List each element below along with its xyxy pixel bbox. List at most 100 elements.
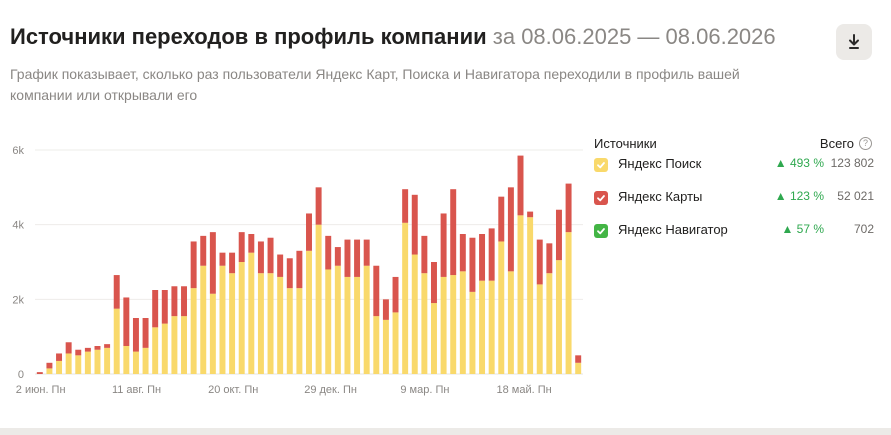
bar-segment-search [469, 291, 476, 374]
bar-segment-search [209, 293, 216, 374]
bar-segment-maps [238, 232, 245, 262]
bar-segment-search [200, 265, 207, 374]
bar-segment-search [479, 280, 486, 374]
bar-segment-maps [46, 362, 53, 369]
chart-description: График показывает, сколько раз пользоват… [10, 66, 740, 103]
bar-segment-maps [507, 187, 514, 272]
download-button[interactable] [836, 24, 872, 60]
bar-segment-maps [152, 290, 159, 328]
legend-heading: Источники [594, 136, 657, 151]
bar-segment-search [575, 362, 582, 374]
bar-segment-maps [104, 344, 111, 348]
legend-item-maps[interactable]: Яндекс Карты ▲ 123 % 52 021 [594, 189, 876, 222]
bar-segment-search [373, 316, 380, 374]
bar-segment-search [94, 349, 101, 374]
bar-segment-maps [498, 196, 505, 242]
bar-segment-search [527, 217, 534, 374]
help-icon[interactable]: ? [859, 137, 872, 150]
bar-segment-search [325, 269, 332, 374]
bar-segment-search [392, 312, 399, 374]
bar-segment-maps [267, 237, 274, 274]
date-range: за 08.06.2025 — 08.06.2026 [492, 24, 776, 49]
bar-segment-search [56, 360, 63, 374]
bar-segment-maps [450, 189, 457, 276]
bar-segment-maps [411, 194, 418, 255]
bar-segment-search [488, 280, 495, 374]
bar-segment-search [152, 327, 159, 374]
bar-segment-search [113, 308, 120, 374]
y-tick-label: 4k [12, 220, 24, 232]
legend-item-total: 52 021 [837, 189, 874, 203]
legend-item-navigator[interactable]: Яндекс Навигатор ▲ 57 % 702 [594, 222, 876, 255]
bar-segment-search [411, 254, 418, 374]
bar-segment-maps [209, 232, 216, 294]
legend-item-search[interactable]: Яндекс Поиск ▲ 493 % 123 802 [594, 156, 876, 189]
bar-segment-search [459, 271, 466, 374]
bar-segment-maps [488, 228, 495, 281]
bar-segment-maps [142, 318, 149, 348]
y-tick-label: 0 [18, 369, 24, 381]
bar-segment-maps [479, 234, 486, 281]
bar-segment-search [219, 265, 226, 374]
y-tick-label: 2k [12, 294, 24, 306]
bar-segment-search [334, 265, 341, 374]
bar-segment-maps [161, 290, 168, 324]
bar-segment-search [546, 273, 553, 374]
bar-segment-maps [123, 297, 130, 346]
bar-segment-search [344, 276, 351, 374]
bottom-scroll-edge [0, 428, 891, 435]
bar-segment-search [190, 288, 197, 374]
bar-segment-maps [402, 189, 409, 223]
x-tick-label: 2 июн. Пн [16, 384, 66, 396]
bar-segment-search [382, 319, 389, 374]
bar-segment-maps [113, 275, 120, 309]
bar-segment-maps [306, 213, 312, 251]
bar-segment-maps [171, 286, 178, 317]
bar-segment-maps [257, 241, 264, 274]
bar-segment-search [132, 351, 139, 374]
legend-item-label: Яндекс Навигатор [618, 222, 728, 237]
bar-segment-maps [459, 234, 466, 272]
bar-segment-maps [546, 243, 553, 274]
bar-segment-maps [286, 258, 293, 289]
bar-segment-search [46, 368, 53, 374]
bar-segment-search [75, 355, 82, 374]
page-title: Источники переходов в профиль компании з… [10, 24, 776, 50]
bar-segment-search [248, 252, 255, 374]
bar-segment-maps [229, 252, 236, 274]
bar-segment-search [123, 346, 130, 374]
bar-segment-search [402, 222, 409, 374]
x-tick-label: 20 окт. Пн [208, 384, 258, 396]
bar-segment-search [507, 271, 514, 374]
bar-segment-maps [440, 213, 447, 277]
x-tick-label: 9 мар. Пн [400, 384, 449, 396]
legend-item-delta: ▲ 57 % [781, 222, 824, 236]
bar-segment-search [65, 353, 72, 374]
bar-segment-search [161, 323, 168, 374]
bar-segment-search [306, 250, 312, 374]
checkbox-icon[interactable] [594, 158, 608, 172]
bar-segment-search [431, 303, 437, 374]
legend-item-label: Яндекс Карты [618, 189, 703, 204]
legend-item-total: 702 [853, 222, 874, 236]
bar-segment-search [171, 316, 178, 374]
bar-segment-search [142, 347, 149, 374]
bar-segment-maps [132, 318, 139, 352]
bar-segment-maps [392, 276, 399, 313]
x-tick-label: 18 май. Пн [497, 384, 552, 396]
bar-segment-maps [219, 252, 226, 266]
x-tick-label: 11 авг. Пн [112, 384, 161, 396]
bar-segment-maps [421, 235, 428, 274]
bar-segment-maps [565, 183, 572, 233]
bar-segment-maps [517, 155, 524, 216]
bar-segment-maps [469, 237, 476, 292]
bar-segment-maps [344, 239, 351, 277]
legend-item-total: 123 802 [830, 156, 874, 170]
download-icon [849, 34, 859, 49]
bar-segment-maps [354, 239, 361, 277]
legend-item-delta: ▲ 123 % [774, 189, 824, 203]
checkbox-icon[interactable] [594, 224, 608, 238]
title-text: Источники переходов в профиль компании [10, 24, 487, 49]
checkbox-icon[interactable] [594, 191, 608, 205]
bar-segment-search [267, 273, 274, 374]
